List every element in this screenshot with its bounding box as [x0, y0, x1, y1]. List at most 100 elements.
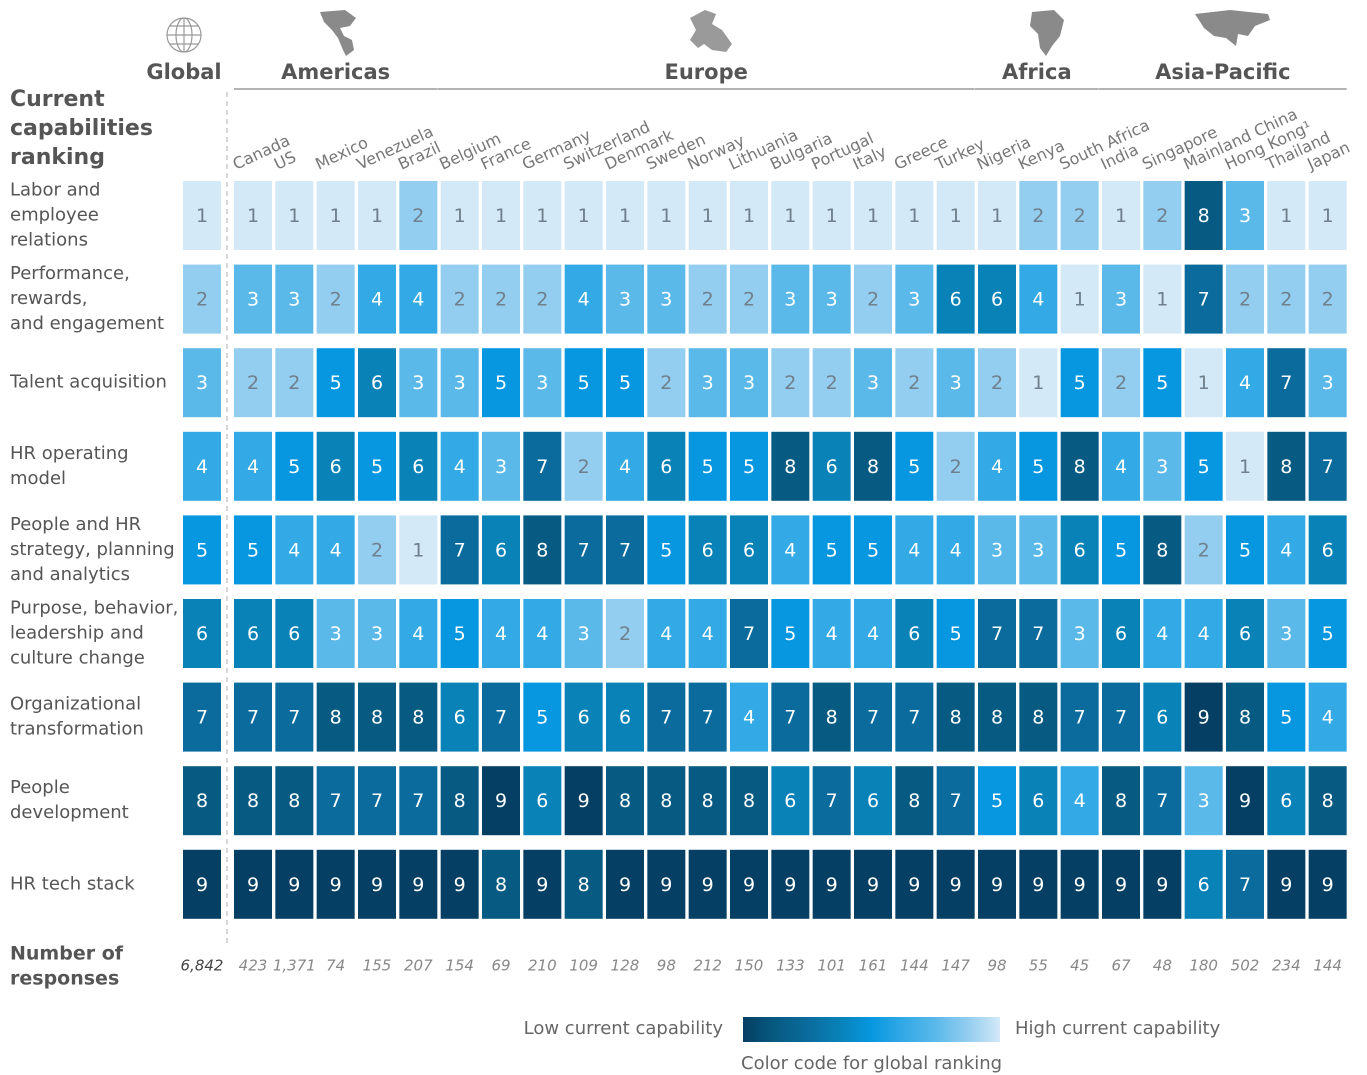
cell-value: 2: [1198, 539, 1210, 561]
response-count: 161: [859, 957, 888, 975]
heat-cell: [895, 181, 934, 250]
heat-cell: [1019, 682, 1058, 752]
heat-cell: [358, 515, 396, 585]
heat-cell: [730, 264, 768, 334]
heat-cell: [1102, 766, 1140, 836]
heat-cell: [1184, 599, 1223, 668]
cell-value: 8: [784, 456, 796, 478]
cell-value: 5: [330, 372, 342, 394]
heat-cell: [1308, 264, 1347, 334]
cell-value: 3: [495, 456, 507, 478]
response-count: 150: [735, 957, 764, 975]
cell-value: 5: [702, 456, 714, 478]
cell-value: 9: [1280, 874, 1292, 896]
heat-cell: [771, 348, 810, 418]
heat-cell: [1060, 599, 1099, 668]
row-label: Labor and: [10, 180, 100, 201]
heat-cell: [234, 431, 272, 501]
heat-cell: [895, 682, 934, 752]
heat-cell: [647, 849, 686, 919]
heat-cell: [606, 515, 644, 585]
cell-value: 9: [578, 790, 590, 812]
response-count: 154: [445, 957, 474, 975]
heat-cell: [771, 181, 810, 250]
cell-value: 3: [702, 372, 714, 394]
cell-value: 5: [1156, 372, 1168, 394]
heat-cell: [1019, 181, 1058, 250]
heat-cell: [275, 515, 314, 585]
row-label: and engagement: [10, 313, 164, 334]
response-count: 48: [1153, 957, 1172, 975]
cell-value: 8: [1322, 790, 1334, 812]
cell-value: 4: [743, 707, 755, 729]
heat-cell: [316, 181, 355, 250]
heat-cell: [523, 348, 562, 418]
cell-value: 5: [867, 539, 879, 561]
cell-value: 8: [288, 790, 300, 812]
cell-value: 5: [1032, 456, 1044, 478]
heat-cell: [730, 766, 768, 836]
legend-low: Low current capability: [524, 1018, 724, 1039]
response-count: 144: [900, 957, 929, 975]
cell-value: 5: [1115, 539, 1127, 561]
cell-value: 5: [536, 707, 548, 729]
heat-cell: [1226, 515, 1264, 585]
response-count: 234: [1272, 957, 1301, 975]
heat-cell: [440, 181, 479, 250]
response-count: 144: [1313, 957, 1342, 975]
heat-cell: [771, 515, 810, 585]
cell-value: 1: [1322, 205, 1334, 227]
response-count: 6,842: [181, 957, 224, 975]
cell-value: 8: [1074, 456, 1086, 478]
row-label: employee: [10, 205, 99, 226]
heat-cell: [183, 849, 221, 919]
heat-cell: [647, 264, 686, 334]
heat-cell: [978, 264, 1016, 334]
cell-value: 9: [330, 874, 342, 896]
cell-value: 1: [1280, 205, 1292, 227]
heat-cell: [183, 599, 221, 668]
heat-cell: [936, 515, 975, 585]
cell-value: 5: [908, 456, 920, 478]
heat-cell: [440, 682, 479, 752]
cell-value: 6: [1074, 539, 1086, 561]
cell-value: 7: [578, 539, 590, 561]
cell-value: 1: [784, 205, 796, 227]
row-label: development: [10, 802, 129, 823]
cell-value: 8: [1156, 539, 1168, 561]
cell-value: 9: [826, 874, 838, 896]
cell-value: 3: [950, 372, 962, 394]
heat-cell: [854, 431, 892, 501]
heat-cell: [730, 431, 768, 501]
heat-cell: [482, 849, 520, 919]
heat-cell: [564, 431, 603, 501]
heat-cell: [1102, 849, 1140, 919]
cell-value: 4: [495, 623, 507, 645]
heat-cell: [275, 264, 314, 334]
heat-cell: [730, 682, 768, 752]
cell-value: 5: [743, 456, 755, 478]
cell-value: 1: [826, 205, 838, 227]
heat-cell: [854, 348, 892, 418]
legend-high: High current capability: [1015, 1018, 1221, 1039]
heat-cell: [1184, 431, 1223, 501]
cell-value: 8: [991, 707, 1003, 729]
responses-label: responses: [10, 968, 119, 990]
cell-value: 7: [660, 707, 672, 729]
cell-value: 9: [288, 874, 300, 896]
cell-value: 3: [330, 623, 342, 645]
cell-value: 3: [1280, 623, 1292, 645]
heat-cell: [358, 264, 396, 334]
cell-value: 3: [867, 372, 879, 394]
cell-value: 4: [1280, 539, 1292, 561]
heat-cell: [606, 431, 644, 501]
cell-value: 5: [371, 456, 383, 478]
heat-cell: [1308, 515, 1347, 585]
cell-value: 4: [196, 456, 208, 478]
heat-cell: [854, 766, 892, 836]
cell-value: 2: [867, 289, 879, 311]
cell-value: 2: [991, 372, 1003, 394]
responses-label: Number of: [10, 943, 124, 965]
cell-value: 4: [660, 623, 672, 645]
cell-value: 1: [1239, 456, 1251, 478]
